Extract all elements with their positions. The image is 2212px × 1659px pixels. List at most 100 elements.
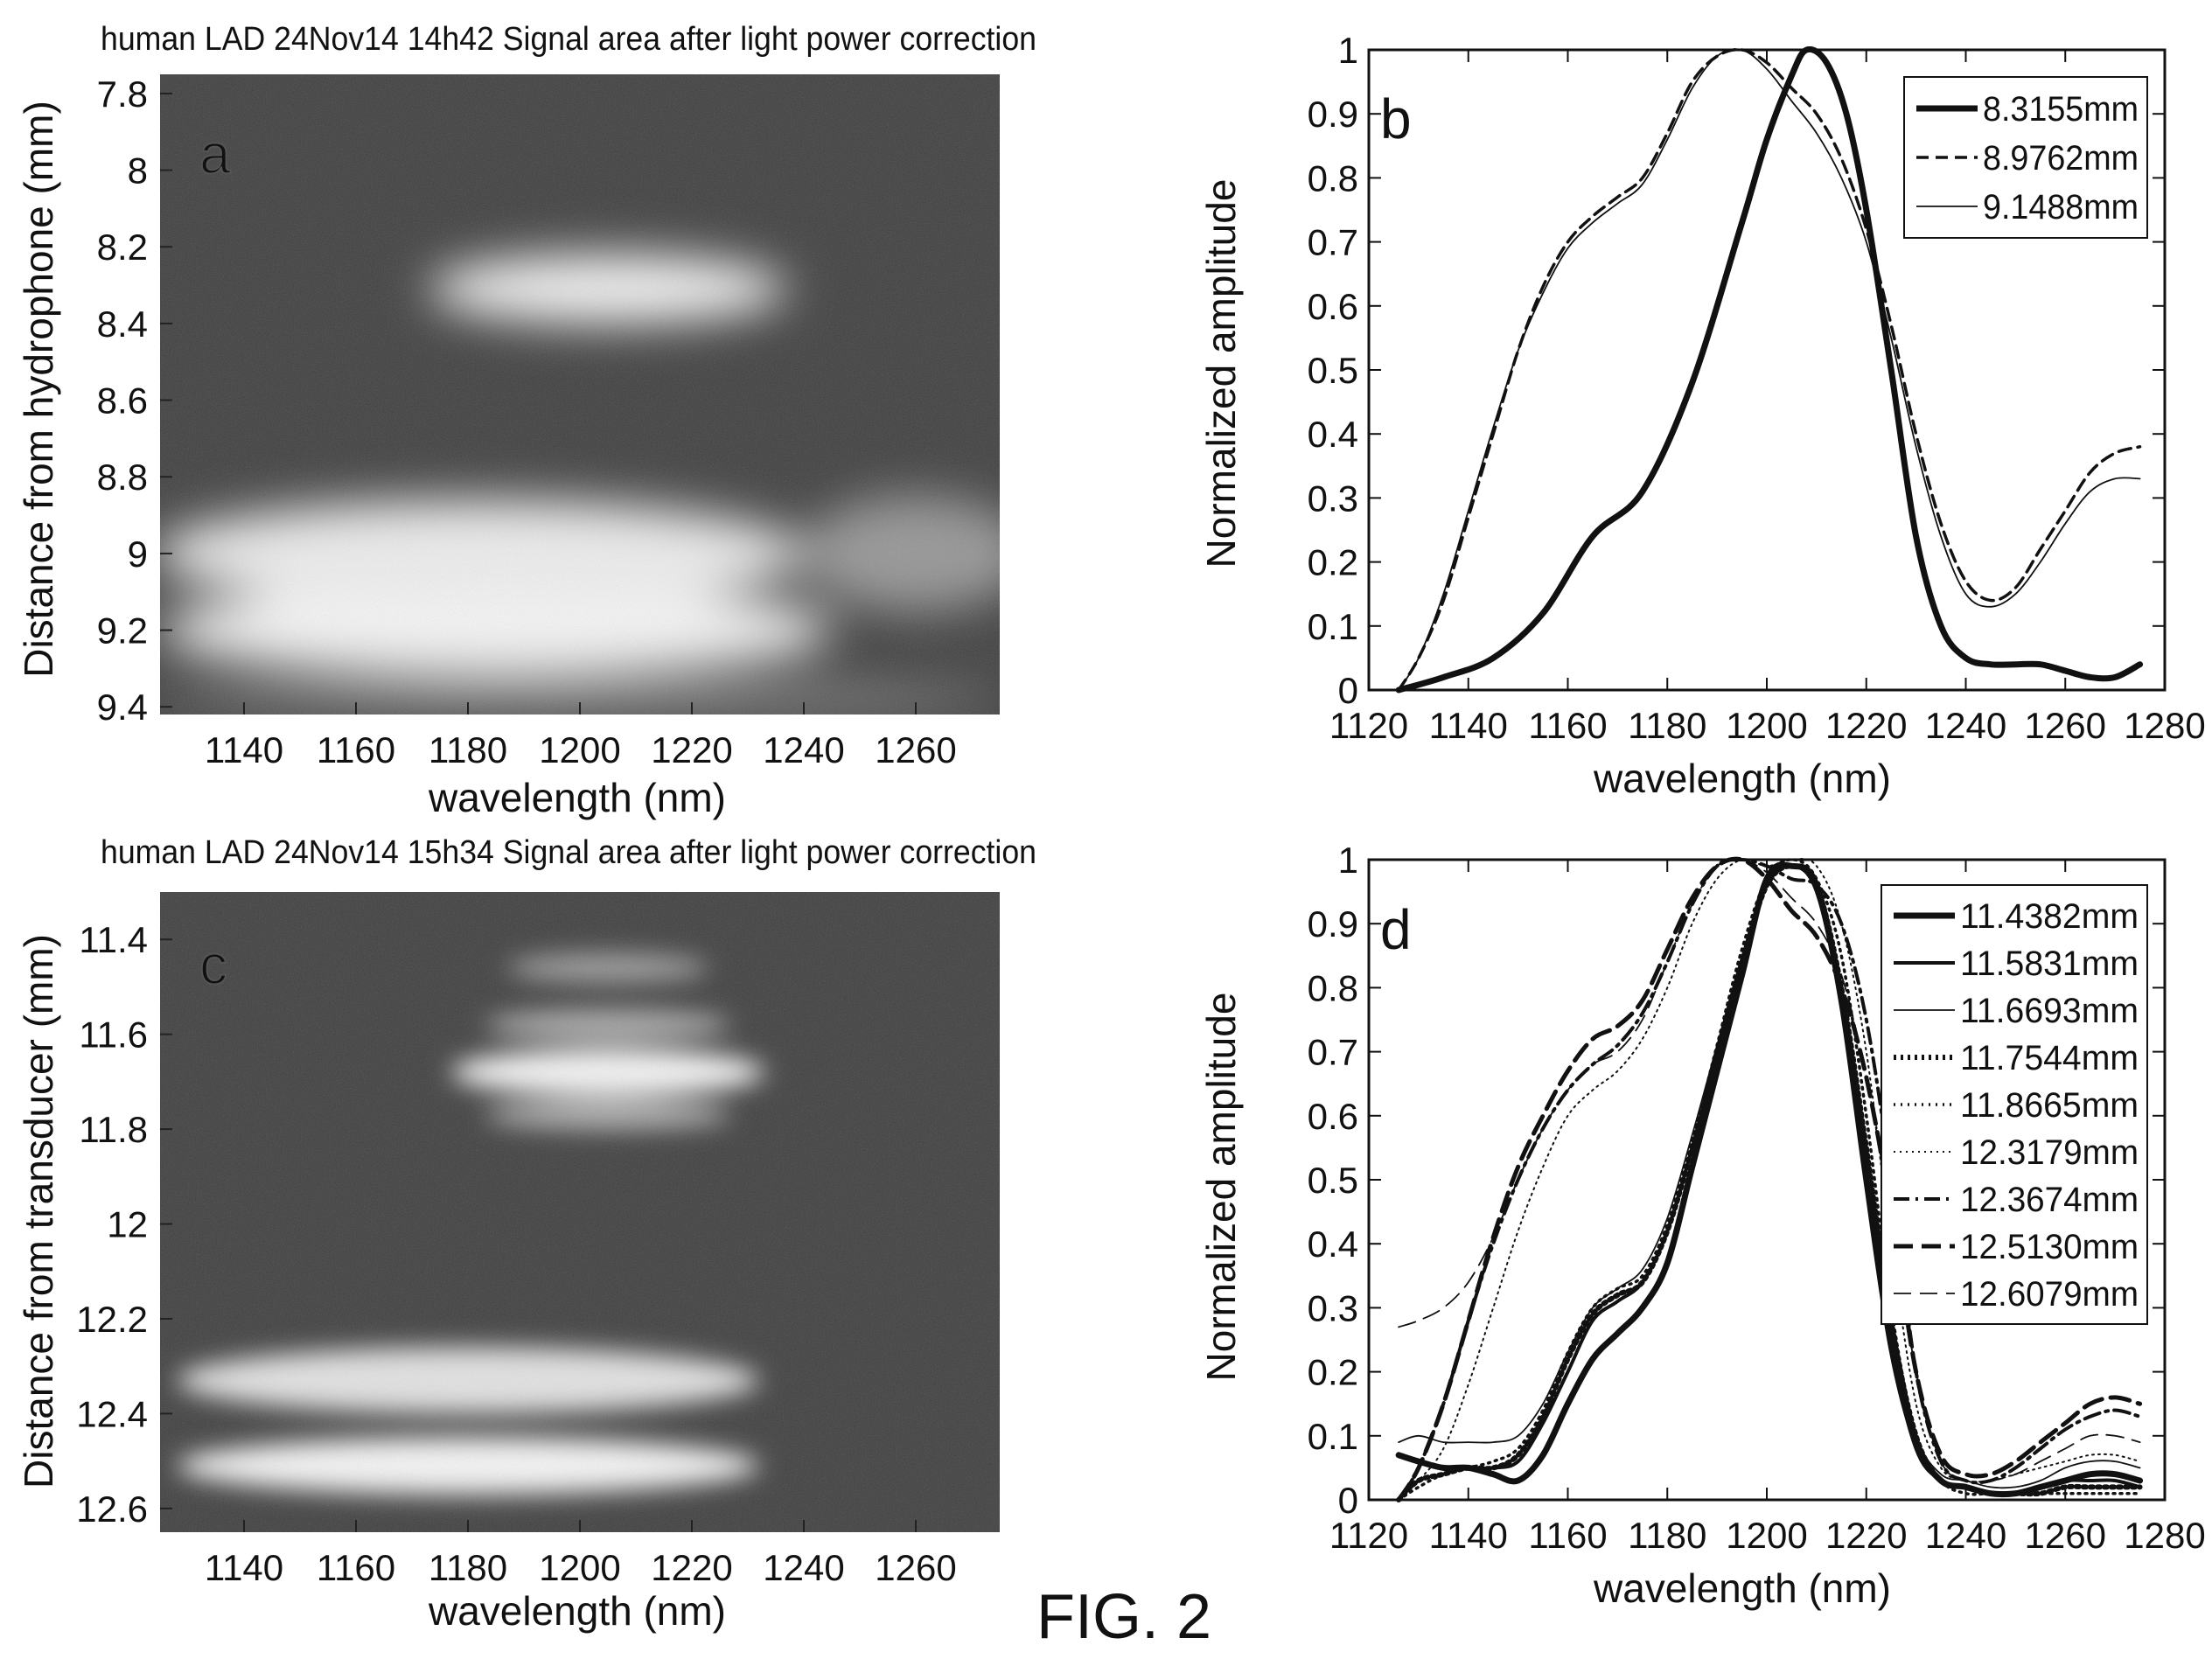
panel-c-xlabel: wavelength (nm) (428, 1588, 726, 1634)
series-line-12.5130mm (1396, 856, 2143, 1502)
y-tick-label: 0.9 (1308, 903, 1358, 945)
x-tick-label: 1140 (205, 1547, 283, 1588)
x-tick-label: 1260 (875, 1547, 956, 1588)
y-tick-label: 8.2 (97, 227, 148, 268)
y-tick-label: 9 (128, 533, 148, 575)
y-tick-label: 8 (128, 150, 148, 192)
x-tick-label: 1220 (651, 729, 732, 770)
y-tick-label: 0.2 (1308, 542, 1358, 583)
legend-label: 12.3179mm (1960, 1133, 2139, 1172)
x-tick-label: 1220 (651, 1547, 732, 1588)
panel-d-plot-area: 1120 1140 1160 1180 1200 1220 1240 1260 1280 0 0.1… (1308, 840, 2206, 1556)
y-tick-label: 12.2 (76, 1299, 148, 1340)
x-tick-label: 1220 (1825, 705, 1907, 746)
legend-label: 11.4382mm (1960, 897, 2139, 936)
x-tick-label: 1160 (1528, 705, 1607, 746)
legend-label: 12.6079mm (1960, 1275, 2139, 1314)
y-tick-label: 0.7 (1308, 222, 1358, 263)
y-tick-label: 11.4 (79, 919, 148, 960)
y-tick-label: 0.8 (1308, 967, 1358, 1008)
y-tick-label: 0.1 (1308, 1416, 1358, 1457)
y-tick-label: 12.4 (76, 1393, 148, 1434)
y-tick-label: 0.5 (1308, 350, 1358, 391)
legend-label: 11.7544mm (1960, 1039, 2139, 1077)
x-tick-label: 1240 (763, 1547, 844, 1588)
y-tick-label: 0.9 (1308, 94, 1358, 135)
panel-c-plot-area (160, 892, 1000, 1532)
y-tick-label: 0.6 (1308, 286, 1358, 327)
y-tick-label: 1 (1338, 840, 1358, 881)
x-tick-label: 1160 (317, 729, 395, 770)
x-tick-label: 1200 (1726, 705, 1807, 746)
panel-b-line-chart: 1120 1140 1160 1180 1200 1220 1240 1260 1280 0 0.1… (1198, 30, 2206, 801)
x-tick-label: 1260 (2025, 1515, 2106, 1556)
panel-a-letter: a (199, 122, 231, 185)
panel-b-ylabel: Normalized amplitude (1198, 179, 1244, 568)
panel-d-letter: d (1380, 898, 1412, 961)
panel-a-title: human LAD 24Nov14 14h42 Signal area afte… (101, 21, 1036, 58)
panel-c-axes: 1140 1160 1180 1200 1220 1240 1260 11.4 11.6 11.8… (76, 919, 956, 1588)
x-tick-label: 1200 (539, 729, 620, 770)
panel-c-title: human LAD 24Nov14 15h34 Signal area afte… (101, 834, 1036, 871)
panel-b-xlabel: wavelength (nm) (1593, 756, 1891, 801)
y-tick-label: 0.7 (1308, 1032, 1358, 1073)
y-tick-label: 9.2 (97, 610, 148, 652)
x-tick-label: 1140 (1429, 1515, 1508, 1556)
x-tick-label: 1160 (1528, 1515, 1607, 1556)
panel-a-plot-area (160, 74, 1000, 714)
x-tick-label: 1140 (205, 729, 283, 770)
panel-c-heatmap: human LAD 24Nov14 15h34 Signal area afte… (16, 834, 1036, 1634)
x-tick-label: 1240 (763, 729, 844, 770)
panel-a-heatmap: human LAD 24Nov14 14h42 Signal area afte… (16, 21, 1036, 820)
series-line-12.3179mm (1398, 858, 2141, 1501)
x-tick-label: 1200 (539, 1547, 620, 1588)
y-tick-label: 8.6 (97, 380, 148, 422)
y-tick-label: 7.8 (97, 73, 148, 115)
panel-b-plot-area: 1120 1140 1160 1180 1200 1220 1240 1260 1280 0 0.1… (1308, 30, 2206, 746)
heatmap-noise (160, 74, 1000, 714)
y-tick-label: 0.4 (1308, 1223, 1358, 1265)
legend: 11.4382mm 11.5831mm 11.6693mm 11.7544mm 11.8… (1881, 884, 2148, 1325)
x-tick-label: 1260 (875, 729, 956, 770)
x-tick-label: 1240 (1925, 705, 2006, 746)
y-tick-label: 0.1 (1308, 606, 1358, 647)
series-line-11.8665mm (1397, 858, 2142, 1502)
x-tick-label: 1180 (429, 729, 507, 770)
y-tick-label: 0 (1338, 1480, 1358, 1521)
x-tick-label: 1240 (1925, 1515, 2006, 1556)
x-tick-label: 1120 (1329, 1515, 1408, 1556)
y-tick-label: 0.3 (1308, 1287, 1358, 1328)
figure-label: FIG. 2 (1036, 1582, 1211, 1652)
series-line-9.1488mm (1398, 48, 2141, 691)
x-tick-label: 1120 (1329, 705, 1408, 746)
legend-label: 12.5130mm (1960, 1228, 2139, 1266)
x-tick-label: 1180 (1628, 1515, 1706, 1556)
legend-label: 8.9762mm (1983, 139, 2139, 178)
x-tick-label: 1280 (2124, 705, 2205, 746)
y-tick-label: 0.2 (1308, 1352, 1358, 1393)
y-tick-label: 0.8 (1308, 157, 1358, 199)
series-line-8.9762mm (1397, 47, 2142, 692)
series-line-12.6079mm (1398, 858, 2141, 1483)
x-tick-label: 1200 (1726, 1515, 1807, 1556)
y-tick-label: 8.4 (97, 303, 148, 345)
legend-label: 11.8665mm (1960, 1086, 2139, 1125)
x-tick-label: 1280 (2124, 1515, 2205, 1556)
y-tick-label: 12.6 (76, 1488, 148, 1530)
legend-label: 12.3674mm (1960, 1181, 2139, 1219)
panel-d-xlabel: wavelength (nm) (1593, 1565, 1891, 1611)
y-tick-label: 11.6 (79, 1014, 148, 1056)
panel-c-ylabel: Distance from transducer (mm) (16, 934, 61, 1488)
y-tick-label: 0.3 (1308, 477, 1358, 519)
y-tick-label: 11.8 (79, 1109, 148, 1150)
legend-label: 8.3155mm (1983, 90, 2139, 129)
legend-box (1881, 884, 2148, 1325)
heatmap-noise (160, 892, 1000, 1532)
y-tick-label: 0.6 (1308, 1096, 1358, 1137)
y-tick-label: 0.4 (1308, 414, 1358, 455)
panel-a-axes: 1140 1160 1180 1200 1220 1240 1260 7.8 8 8.2 8.4 8.… (97, 73, 957, 770)
x-tick-label: 1160 (317, 1547, 395, 1588)
series-line-8.3155mm (1395, 46, 2144, 694)
panel-a-xlabel: wavelength (nm) (428, 775, 726, 820)
